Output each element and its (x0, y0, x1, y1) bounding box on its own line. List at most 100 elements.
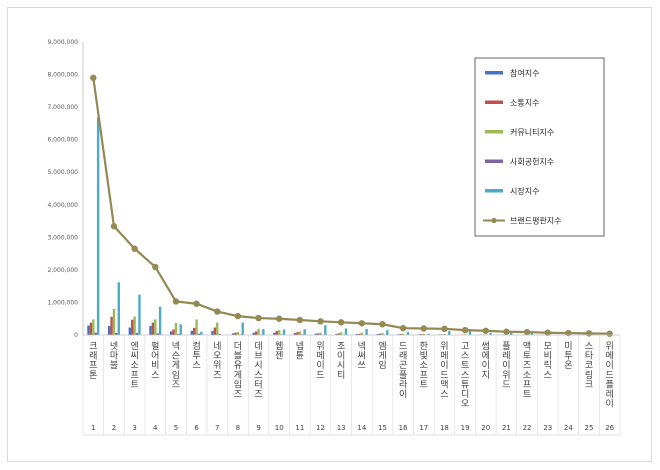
bar (254, 331, 258, 335)
line-point (523, 328, 531, 336)
legend-label: 커뮤니티지수 (510, 127, 554, 137)
bar (273, 332, 276, 335)
line-point (585, 330, 593, 337)
bar (89, 322, 93, 335)
legend-label: 브랜드평판지수 (510, 216, 562, 226)
legend-swatch (485, 130, 503, 134)
legend-label: 사회공헌지수 (510, 158, 554, 167)
bar (298, 331, 302, 335)
category-index: 6 (194, 424, 199, 432)
bar (468, 329, 472, 335)
bar (236, 332, 240, 335)
line-point (234, 312, 242, 320)
bar (128, 327, 132, 335)
line-point (337, 319, 345, 326)
line-point (606, 330, 613, 337)
category-index: 21 (502, 424, 511, 432)
line-point (420, 325, 427, 332)
bar (231, 333, 235, 335)
y-tick-label: 5,000,000 (47, 169, 78, 176)
category-index: 15 (378, 424, 387, 432)
bar (282, 329, 286, 335)
line-point (90, 74, 97, 82)
category-index: 2 (112, 424, 116, 432)
bar (133, 316, 136, 335)
line-point (110, 223, 118, 230)
y-tick-label: 2,000,000 (47, 267, 78, 274)
bar (115, 333, 118, 335)
bar (339, 332, 343, 335)
bar (138, 294, 141, 335)
bar (360, 332, 364, 335)
category-index: 10 (275, 424, 284, 432)
bar (110, 316, 113, 335)
line-point (482, 327, 489, 334)
category-index: 18 (440, 424, 449, 432)
bar (406, 331, 410, 335)
line-point (255, 314, 262, 322)
legend-box (474, 57, 605, 237)
bar (94, 332, 97, 335)
bar (293, 333, 297, 335)
category-index: 17 (419, 424, 428, 432)
line-point (441, 325, 448, 333)
category-index: 11 (295, 424, 304, 432)
legend-swatch (485, 189, 503, 193)
bar (344, 328, 348, 335)
legend-swatch (485, 71, 503, 75)
bar (87, 325, 90, 335)
bar (234, 332, 237, 335)
y-tick-label: 0 (74, 332, 78, 339)
legend-swatch (485, 159, 503, 163)
bar (376, 334, 379, 335)
category-index: 19 (461, 424, 470, 432)
legend-label: 참여지수 (510, 68, 539, 78)
line-point (503, 328, 510, 335)
bar (358, 333, 361, 335)
line-point (317, 318, 324, 325)
y-tick-label: 4,000,000 (47, 202, 78, 209)
bar (131, 319, 134, 335)
bar (386, 330, 389, 335)
y-tick-label: 6,000,000 (47, 137, 78, 144)
y-tick-label: 7,000,000 (47, 104, 78, 111)
bar (316, 333, 320, 335)
brand-reputation-chart: 크 래 프 톤 넷 마 블 엔 씨 소 프 트 펄 어 비 스 넥 슨 게 임 즈 컴 투 스 네 오 위 즈 더 블 유 게 임 즈 데 브 시 스 터 즈… (47, 39, 621, 436)
bar (262, 329, 265, 335)
legend-swatch-marker (491, 217, 497, 224)
bar (427, 333, 430, 335)
bar (174, 322, 178, 335)
legend-swatch (485, 100, 503, 104)
bar (135, 333, 139, 335)
category-index: 13 (337, 424, 346, 432)
line-point (276, 315, 283, 322)
category-index: 24 (564, 424, 573, 432)
bar (448, 331, 451, 335)
bar (149, 325, 152, 335)
bar (303, 329, 306, 335)
bar (96, 117, 100, 335)
bar (172, 329, 175, 335)
legend-label: 소통지수 (510, 99, 539, 108)
bar (156, 333, 159, 335)
category-index: 23 (543, 424, 552, 432)
bar (177, 334, 180, 335)
bar (179, 324, 182, 335)
